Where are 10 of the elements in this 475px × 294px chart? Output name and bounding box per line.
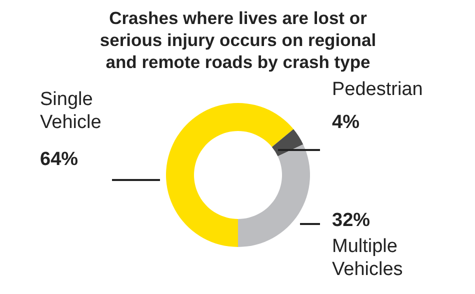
chart-title: Crashes where lives are lost or serious injury occurs on regional and remote roads by crash type <box>100 8 376 72</box>
donut-slice <box>238 144 310 247</box>
slice-label: Pedestrian <box>332 79 423 100</box>
slice-label: Multiple Vehicles <box>332 236 403 280</box>
data-label: 4% <box>332 112 360 133</box>
donut-slice <box>272 129 304 156</box>
data-label: 64% <box>40 149 78 170</box>
donut-slice <box>166 103 294 247</box>
slice-label: Single Vehicle <box>40 89 102 133</box>
data-label: 32% <box>332 210 370 231</box>
